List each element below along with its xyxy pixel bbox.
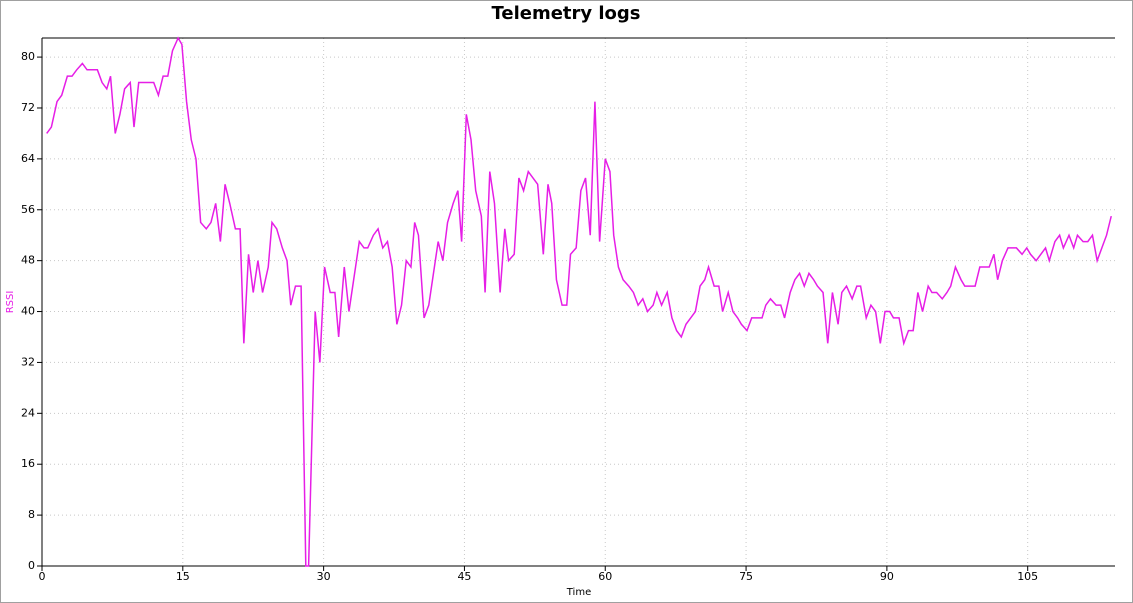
y-tick-label: 40 — [21, 305, 35, 318]
y-axis-label: RSSI — [5, 291, 16, 314]
x-tick-label: 30 — [317, 570, 331, 583]
x-tick-label: 60 — [598, 570, 612, 583]
y-tick-label: 48 — [21, 254, 35, 267]
x-tick-label: 0 — [39, 570, 46, 583]
x-axis-label: Time — [566, 587, 591, 598]
y-tick-label: 72 — [21, 101, 35, 114]
x-tick-label: 75 — [739, 570, 753, 583]
y-tick-label: 80 — [21, 50, 35, 63]
x-tick-label: 45 — [457, 570, 471, 583]
data-line — [46, 36, 1112, 567]
x-tick-label: 105 — [1017, 570, 1038, 583]
y-tick-label: 24 — [21, 406, 35, 419]
y-tick-label: 56 — [21, 203, 35, 216]
y-tick-label: 64 — [21, 152, 35, 165]
chart-title: Telemetry logs — [491, 3, 640, 24]
y-tick-label: 0 — [28, 559, 35, 572]
x-tick-label: 90 — [880, 570, 894, 583]
y-tick-label: 16 — [21, 457, 35, 470]
y-tick-label: 32 — [21, 355, 35, 368]
x-tick-label: 15 — [176, 570, 190, 583]
y-tick-label: 8 — [28, 508, 35, 521]
